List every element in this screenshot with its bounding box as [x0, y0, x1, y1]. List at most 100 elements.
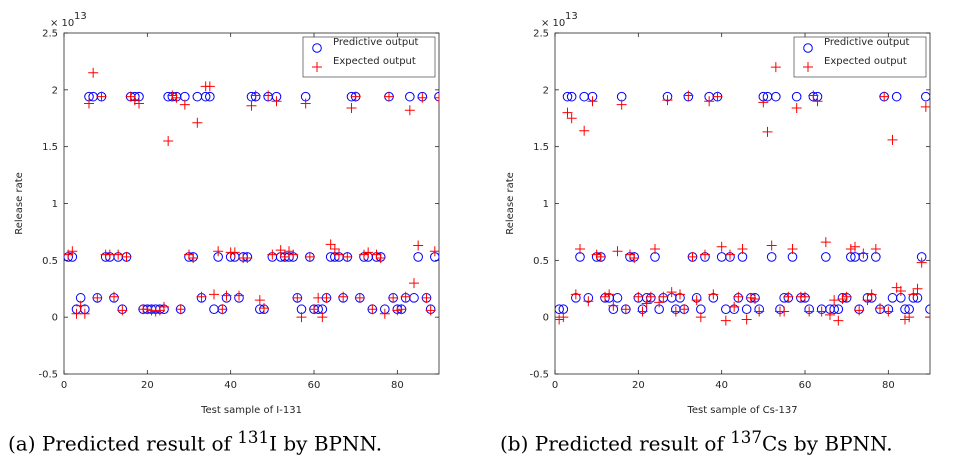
expected-point	[737, 243, 748, 254]
expected-point	[675, 289, 685, 300]
y-tick-label: 1.5	[42, 142, 58, 153]
predictive-point	[921, 91, 930, 102]
expected-point	[750, 293, 760, 304]
predictive-point	[566, 91, 577, 102]
x-tick-label: 0	[61, 380, 67, 391]
expected-point	[562, 107, 573, 118]
expected-point	[117, 305, 128, 316]
expected-point	[912, 283, 923, 294]
expected-point	[908, 289, 919, 300]
expected-point	[712, 91, 723, 102]
expected-point	[620, 304, 631, 315]
expected-point	[288, 249, 299, 260]
predictive-point	[205, 91, 215, 102]
x-tick-label: 80	[882, 380, 895, 391]
x-tick-label: 0	[552, 380, 558, 391]
expected-point	[866, 289, 877, 300]
expected-point	[616, 99, 627, 110]
expected-point	[221, 290, 232, 301]
expected-point	[229, 247, 240, 258]
expected-point	[695, 312, 706, 323]
expected-point	[392, 305, 403, 316]
expected-point	[188, 253, 199, 264]
expected-point	[250, 90, 261, 101]
expected-point	[88, 67, 99, 78]
predictive-point	[833, 304, 844, 315]
expected-point	[683, 90, 694, 101]
x-tick-label: 40	[715, 380, 728, 391]
y-tick-label: 0	[52, 313, 58, 324]
predictive-point	[741, 304, 752, 315]
expected-point	[650, 243, 660, 254]
expected-point	[350, 91, 361, 102]
expected-point	[745, 292, 756, 303]
expected-point	[645, 291, 656, 302]
expected-point	[833, 315, 844, 326]
y-tick-label: 0	[543, 313, 549, 324]
expected-point	[75, 300, 86, 311]
predictive-point	[562, 91, 573, 102]
x-tick-label: 20	[632, 380, 645, 391]
expected-point	[204, 81, 215, 92]
y-axis-label: Release rate	[14, 172, 25, 235]
expected-point	[579, 125, 590, 136]
y-tick-label: 0.5	[42, 256, 58, 267]
expected-point	[575, 243, 585, 254]
y-exponent-label: × 10	[50, 18, 74, 29]
series-layer	[555, 62, 930, 326]
expected-point	[84, 98, 94, 109]
expected-point	[925, 312, 930, 323]
expected-point	[421, 292, 432, 303]
predictive-point	[413, 252, 423, 262]
expected-point	[217, 304, 228, 315]
x-axis-label: Test sample of I-131	[200, 405, 302, 416]
caption-b-text: Predicted result of	[534, 431, 731, 456]
x-tick-label: 60	[308, 380, 321, 391]
expected-point	[409, 278, 419, 289]
y-tick-label: 2.5	[42, 29, 58, 40]
y-tick-label: 1.5	[533, 142, 549, 153]
expected-point	[608, 300, 619, 311]
expected-point	[808, 90, 819, 101]
expected-point	[354, 292, 365, 303]
x-tick-label: 80	[391, 380, 404, 391]
expected-point	[388, 292, 399, 303]
expected-point	[720, 315, 731, 326]
expected-point	[716, 241, 727, 252]
expected-point	[396, 304, 407, 315]
legend: Predictive output Expected output	[793, 36, 927, 78]
expected-point	[375, 253, 386, 264]
expected-point	[600, 291, 610, 302]
expected-point	[816, 306, 827, 317]
expected-point	[758, 97, 769, 108]
expected-point	[654, 297, 665, 308]
legend: Predictive output Expected output	[302, 36, 436, 78]
expected-point	[159, 301, 169, 312]
expected-point	[837, 293, 848, 304]
expected-point	[700, 249, 710, 260]
expected-point	[96, 91, 107, 102]
y-tick-label: 2	[543, 85, 549, 96]
expected-point	[587, 96, 598, 107]
x-tick-label: 40	[224, 380, 237, 391]
expected-point	[854, 305, 865, 316]
expected-point	[725, 249, 735, 260]
expected-point	[329, 243, 340, 254]
expected-point	[304, 251, 315, 262]
expected-point	[434, 92, 439, 103]
expected-point	[179, 99, 190, 110]
predictive-point	[791, 91, 802, 102]
expected-point	[791, 103, 802, 114]
caption-b-label: (b)	[500, 431, 529, 456]
expected-point	[787, 243, 798, 254]
predictive-point	[409, 293, 419, 303]
expected-point	[741, 314, 752, 325]
expected-point	[783, 291, 794, 302]
y-exponent: 13	[74, 11, 87, 22]
x-axis-label: Test sample of Cs-137	[686, 405, 797, 416]
x-tick-label: 20	[141, 380, 154, 391]
expected-point	[850, 241, 860, 252]
expected-point	[400, 291, 411, 302]
plot-area	[63, 32, 440, 375]
